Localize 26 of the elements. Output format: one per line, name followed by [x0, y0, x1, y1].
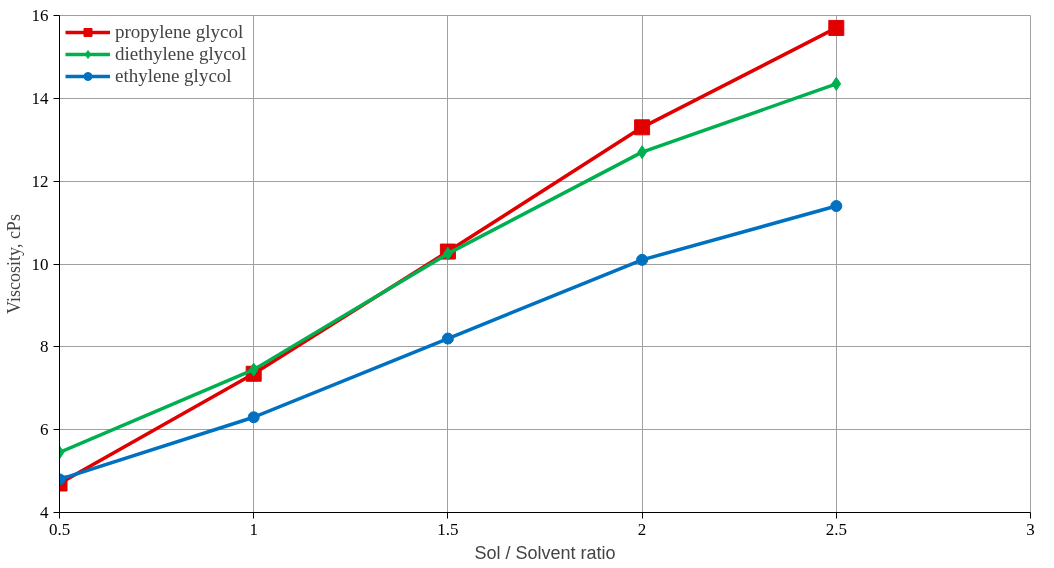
x-tick-label: 2	[637, 519, 647, 539]
point	[634, 119, 651, 136]
point	[831, 76, 842, 91]
x-axis-title: Sol / Solvent ratio	[474, 542, 616, 563]
x-tick-label: 0.5	[48, 519, 71, 539]
y-tick-label: 6	[40, 420, 49, 440]
point	[441, 332, 454, 345]
y-tick-label: 4	[40, 503, 49, 522]
point	[248, 362, 259, 377]
point	[830, 200, 843, 213]
y-tick-label: 12	[31, 171, 49, 191]
point	[247, 411, 260, 424]
x-tick-label: 3	[1026, 519, 1035, 539]
x-tick-label: 1	[249, 519, 258, 539]
y-tick-label: 14	[31, 88, 49, 108]
y-tick-label: 8	[40, 337, 49, 357]
y-axis-title: Viscosity, cPs	[3, 214, 24, 314]
legend-label: propylene glycol	[115, 21, 244, 43]
x-tick-label: 1.5	[437, 519, 459, 539]
point	[828, 19, 845, 36]
legend-label: diethylene glycol	[115, 43, 247, 65]
y-tick-label: 10	[31, 254, 49, 274]
legend-label: ethylene glycol	[115, 65, 232, 87]
point	[636, 253, 649, 266]
y-tick-label: 16	[31, 6, 49, 25]
x-tick-label: 2.5	[825, 519, 847, 539]
